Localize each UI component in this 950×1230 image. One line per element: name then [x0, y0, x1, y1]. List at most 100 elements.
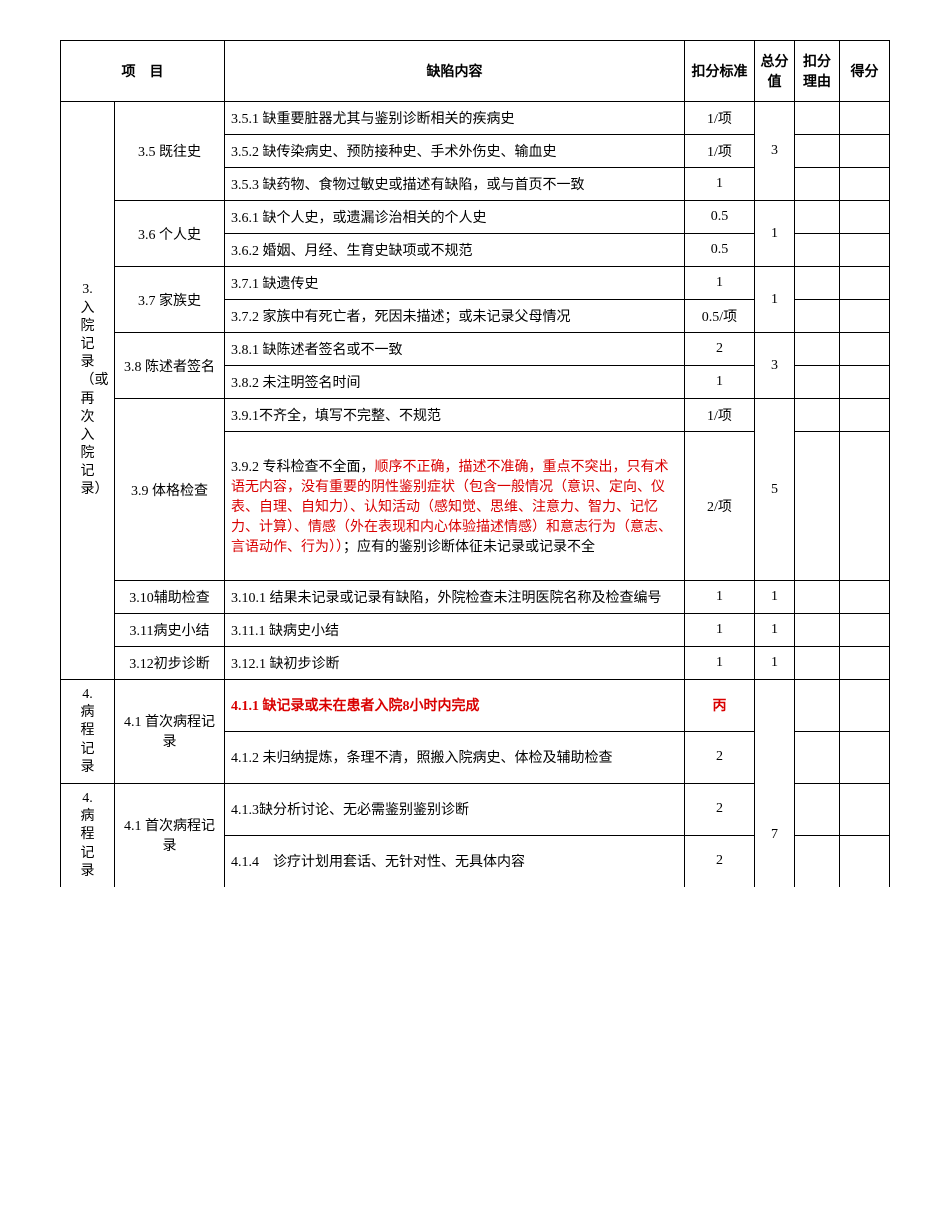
- reason-3-5-2: [795, 135, 840, 168]
- reason-3-7-1: [795, 267, 840, 300]
- score-3-7-1: [840, 267, 890, 300]
- ded-4-1-2: 2: [685, 731, 755, 783]
- row-3-7-1: 3.7 家族史 3.7.1 缺遗传史 1 1: [61, 267, 890, 300]
- reason-4-1-4: [795, 836, 840, 887]
- score-3-6-1: [840, 201, 890, 234]
- total-3-12: 1: [755, 647, 795, 680]
- total-3-11: 1: [755, 614, 795, 647]
- reason-3-7-2: [795, 300, 840, 333]
- row-3-5-1: 3.入院记录（或再次入院记录） 3.5 既往史 3.5.1 缺重要脏器尤其与鉴别…: [61, 102, 890, 135]
- reason-3-9-1: [795, 399, 840, 432]
- score-3-9-1: [840, 399, 890, 432]
- reason-3-11-1: [795, 614, 840, 647]
- row-3-10-1: 3.10辅助检查 3.10.1 结果未记录或记录有缺陷，外院检查未注明医院名称及…: [61, 581, 890, 614]
- score-3-7-2: [840, 300, 890, 333]
- defect-3-9-1: 3.9.1不齐全，填写不完整、不规范: [225, 399, 685, 432]
- total-3-9: 5: [755, 399, 795, 581]
- header-score: 得分: [840, 41, 890, 102]
- ded-3-11-1: 1: [685, 614, 755, 647]
- reason-3-10-1: [795, 581, 840, 614]
- section-4a-label: 4.病程记录: [61, 680, 115, 784]
- ded-3-7-1: 1: [685, 267, 755, 300]
- defect-3-11-1: 3.11.1 缺病史小结: [225, 614, 685, 647]
- total-3-6: 1: [755, 201, 795, 267]
- header-dedstd: 扣分标准: [685, 41, 755, 102]
- score-4-1-2: [840, 731, 890, 783]
- reason-3-8-2: [795, 366, 840, 399]
- score-3-12-1: [840, 647, 890, 680]
- score-3-11-1: [840, 614, 890, 647]
- total-3-10: 1: [755, 581, 795, 614]
- defect-4-1-1: 4.1.1 缺记录或未在患者入院8小时内完成: [225, 680, 685, 732]
- ded-4-1-1: 丙: [685, 680, 755, 732]
- defect-3-6-1: 3.6.1 缺个人史，或遗漏诊治相关的个人史: [225, 201, 685, 234]
- header-defect: 缺陷内容: [225, 41, 685, 102]
- row-4-1-1: 4.病程记录 4.1 首次病程记录 4.1.1 缺记录或未在患者入院8小时内完成…: [61, 680, 890, 732]
- ded-3-5-3: 1: [685, 168, 755, 201]
- row-3-9-1: 3.9 体格检查 3.9.1不齐全，填写不完整、不规范 1/项 5: [61, 399, 890, 432]
- score-3-5-3: [840, 168, 890, 201]
- group-3-7-label: 3.7 家族史: [115, 267, 225, 333]
- score-4-1-3: [840, 783, 890, 835]
- group-4-1a-label: 4.1 首次病程记录: [115, 680, 225, 784]
- defect-4-1-3: 4.1.3缺分析讨论、无必需鉴别鉴别诊断: [225, 783, 685, 835]
- total-3-7: 1: [755, 267, 795, 333]
- ded-3-6-2: 0.5: [685, 234, 755, 267]
- ded-3-6-1: 0.5: [685, 201, 755, 234]
- ded-4-1-3: 2: [685, 783, 755, 835]
- header-row: 项 目 缺陷内容 扣分标准 总分值 扣分理由 得分: [61, 41, 890, 102]
- score-4-1-1: [840, 680, 890, 732]
- row-4-1-3: 4.病程记录 4.1 首次病程记录 4.1.3缺分析讨论、无必需鉴别鉴别诊断 2…: [61, 783, 890, 835]
- score-3-9-2: [840, 432, 890, 581]
- ded-4-1-4: 2: [685, 836, 755, 887]
- defect-3-6-2: 3.6.2 婚姻、月经、生育史缺项或不规范: [225, 234, 685, 267]
- group-4-1b-label: 4.1 首次病程记录: [115, 783, 225, 886]
- defect-3-8-1: 3.8.1 缺陈述者签名或不一致: [225, 333, 685, 366]
- group-3-12-label: 3.12初步诊断: [115, 647, 225, 680]
- group-3-10-label: 3.10辅助检查: [115, 581, 225, 614]
- header-total: 总分值: [755, 41, 795, 102]
- group-3-5-label: 3.5 既往史: [115, 102, 225, 201]
- score-3-10-1: [840, 581, 890, 614]
- defect-3-5-3: 3.5.3 缺药物、食物过敏史或描述有缺陷，或与首页不一致: [225, 168, 685, 201]
- defect-3-8-2: 3.8.2 未注明签名时间: [225, 366, 685, 399]
- defect-3-5-1: 3.5.1 缺重要脏器尤其与鉴别诊断相关的疾病史: [225, 102, 685, 135]
- score-3-5-1: [840, 102, 890, 135]
- ded-3-8-2: 1: [685, 366, 755, 399]
- header-reason: 扣分理由: [795, 41, 840, 102]
- reason-3-6-2: [795, 234, 840, 267]
- ded-3-7-2: 0.5/项: [685, 300, 755, 333]
- ded-3-5-2: 1/项: [685, 135, 755, 168]
- defect-3-9-2: 3.9.2 专科检查不全面，顺序不正确，描述不准确，重点不突出，只有术语无内容，…: [225, 432, 685, 581]
- score-3-5-2: [840, 135, 890, 168]
- total-3-5: 3: [755, 102, 795, 201]
- reason-3-5-3: [795, 168, 840, 201]
- row-3-6-1: 3.6 个人史 3.6.1 缺个人史，或遗漏诊治相关的个人史 0.5 1: [61, 201, 890, 234]
- reason-4-1-1: [795, 680, 840, 732]
- total-4: 7: [755, 783, 795, 886]
- reason-3-6-1: [795, 201, 840, 234]
- reason-3-5-1: [795, 102, 840, 135]
- reason-3-12-1: [795, 647, 840, 680]
- reason-3-9-2: [795, 432, 840, 581]
- ded-3-12-1: 1: [685, 647, 755, 680]
- row-3-8-1: 3.8 陈述者签名 3.8.1 缺陈述者签名或不一致 2 3: [61, 333, 890, 366]
- section-3-label: 3.入院记录（或再次入院记录）: [61, 102, 115, 680]
- reason-4-1-3: [795, 783, 840, 835]
- defect-3-12-1: 3.12.1 缺初步诊断: [225, 647, 685, 680]
- defect-4-1-2: 4.1.2 未归纳提炼，条理不清，照搬入院病史、体检及辅助检查: [225, 731, 685, 783]
- ded-3-8-1: 2: [685, 333, 755, 366]
- score-4-1-4: [840, 836, 890, 887]
- score-3-6-2: [840, 234, 890, 267]
- defect-3-7-2: 3.7.2 家族中有死亡者，死因未描述；或未记录父母情况: [225, 300, 685, 333]
- group-3-9-label: 3.9 体格检查: [115, 399, 225, 581]
- section-4b-label: 4.病程记录: [61, 783, 115, 886]
- reason-3-8-1: [795, 333, 840, 366]
- ded-3-5-1: 1/项: [685, 102, 755, 135]
- score-3-8-1: [840, 333, 890, 366]
- header-item: 项 目: [61, 41, 225, 102]
- defect-3-10-1: 3.10.1 结果未记录或记录有缺陷，外院检查未注明医院名称及检查编号: [225, 581, 685, 614]
- defect-3-7-1: 3.7.1 缺遗传史: [225, 267, 685, 300]
- defect-4-1-4: 4.1.4 诊疗计划用套话、无针对性、无具体内容: [225, 836, 685, 887]
- ded-3-9-2: 2/项: [685, 432, 755, 581]
